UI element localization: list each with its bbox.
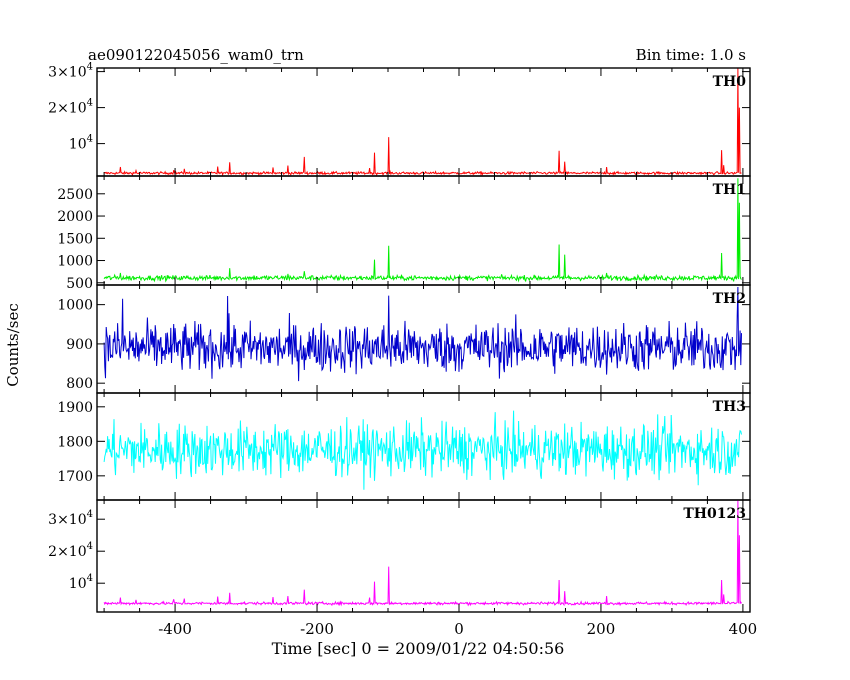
- panel-name-label: TH2: [713, 291, 746, 307]
- y-tick-label: 1800: [57, 434, 93, 450]
- x-tick-label: 200: [587, 620, 616, 638]
- panel-frame: [96, 67, 751, 177]
- y-tick-label: 104: [69, 134, 93, 153]
- panels-group: 104 2×104 3×104 TH0 500 1000 1500 2000 2500 TH1 80…: [48, 62, 751, 613]
- y-tick-label: 800: [66, 376, 93, 392]
- panel-name-label: TH3: [713, 399, 746, 415]
- y-tick-label: 2×104: [48, 98, 93, 117]
- series-line-th2: [103, 286, 742, 382]
- y-tick-label: 900: [66, 337, 93, 353]
- x-tick-label: -400: [158, 620, 192, 638]
- y-tick-label: 3×104: [48, 62, 93, 81]
- y-tick-label: 2500: [57, 187, 93, 203]
- panel-name-label: TH0123: [683, 506, 746, 522]
- panel-name-label: TH1: [713, 182, 746, 198]
- y-tick-label: 2000: [57, 209, 93, 225]
- panel-th0123: 104 2×104 3×104 TH0123: [48, 499, 751, 613]
- y-tick-label: 500: [66, 276, 93, 292]
- chart-title: ae090122045056_wam0_trn: [88, 46, 304, 64]
- x-axis-label: Time [sec] 0 = 2009/01/22 04:50:56: [272, 639, 565, 658]
- x-tick-label: 400: [729, 620, 758, 638]
- x-tick-label: 0: [454, 620, 464, 638]
- y-tick-label: 1500: [57, 231, 93, 247]
- series-line-th1: [103, 178, 742, 283]
- panel-name-label: TH0: [713, 74, 747, 90]
- panel-th3: 1700 1800 1900 TH3: [57, 392, 751, 501]
- y-axis-label: Counts/sec: [4, 303, 22, 387]
- series-line-th0: [103, 68, 742, 176]
- y-tick-label: 104: [69, 573, 93, 592]
- y-tick-label: 1700: [57, 469, 93, 485]
- y-tick-label: 3×104: [48, 509, 93, 528]
- y-tick-label: 1000: [57, 298, 93, 314]
- series-line-th3: [103, 410, 742, 490]
- series-line-th0123: [103, 500, 742, 607]
- panel-th0: 104 2×104 3×104 TH0: [48, 62, 751, 177]
- x-tick-labels: -400 -200 0 200 400: [158, 620, 757, 638]
- x-tick-label: -200: [300, 620, 334, 638]
- bin-time-label: Bin time: 1.0 s: [636, 46, 746, 64]
- panel-th2: 800 900 1000 TH2: [57, 284, 751, 394]
- panel-frame: [96, 175, 751, 286]
- panel-frame: [96, 499, 751, 613]
- y-tick-label: 1900: [57, 400, 93, 416]
- y-tick-label: 2×104: [48, 541, 93, 560]
- panel-th1: 500 1000 1500 2000 2500 TH1: [57, 175, 751, 292]
- y-tick-label: 1000: [57, 254, 93, 270]
